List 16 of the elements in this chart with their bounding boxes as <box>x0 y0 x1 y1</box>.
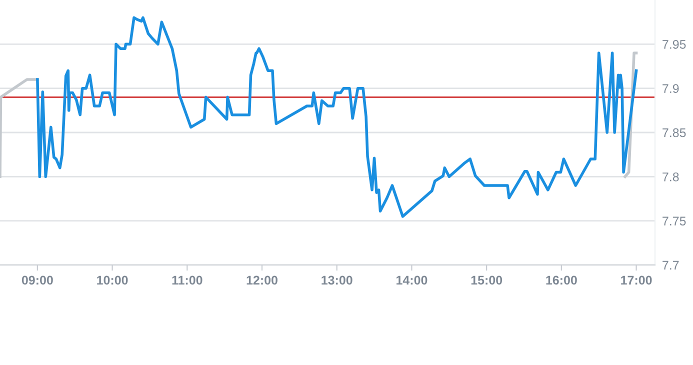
y-tick-label: 7.85 <box>662 128 686 138</box>
x-tick-label: 11:00 <box>172 276 202 285</box>
y-tick-label: 7.9 <box>662 84 679 93</box>
y-tick-label: 7.95 <box>662 40 686 49</box>
y-tick-label: 7.8 <box>662 172 679 182</box>
x-tick-label: 12:00 <box>246 276 278 285</box>
y-tick-label: 7.7 <box>662 260 679 270</box>
x-tick-label: 17:00 <box>621 276 652 285</box>
x-tick-label: 16:00 <box>546 276 577 285</box>
x-tick-label: 15:00 <box>471 276 502 285</box>
x-tick-label: 10:00 <box>97 276 128 285</box>
x-tick-label: 09:00 <box>22 276 53 285</box>
y-tick-label: 7.75 <box>662 216 686 226</box>
x-tick-label: 13:00 <box>322 276 352 285</box>
x-tick-label: 14:00 <box>396 276 428 285</box>
line-series <box>36 16 638 218</box>
